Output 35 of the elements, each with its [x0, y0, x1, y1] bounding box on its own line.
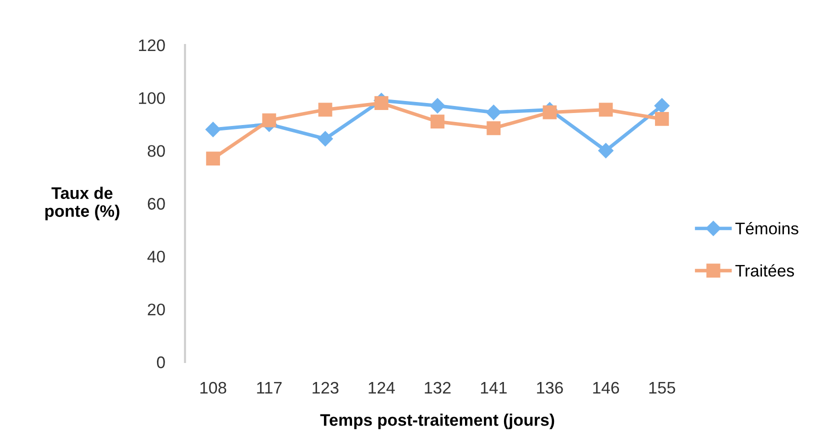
- point: [486, 104, 502, 120]
- point: [374, 96, 388, 110]
- x-tick-label: 132: [424, 382, 451, 394]
- point: [206, 152, 220, 166]
- point: [598, 143, 614, 158]
- point: [430, 114, 444, 129]
- y-tick-label: 0: [156, 356, 165, 368]
- x-tick-label: 123: [312, 382, 338, 394]
- x-tick-label: 146: [593, 382, 620, 394]
- point: [262, 113, 276, 128]
- point: [486, 121, 501, 136]
- point: [205, 122, 221, 138]
- y-tick-label: 100: [139, 92, 165, 104]
- point: [542, 105, 557, 120]
- legend-label: Traitées: [735, 264, 794, 277]
- legend-label: Témoins: [735, 222, 798, 234]
- x-tick-label: 124: [368, 382, 395, 394]
- point: [598, 102, 613, 117]
- y-tick-label: 60: [148, 198, 165, 210]
- y-tick-label: 40: [147, 250, 165, 263]
- x-tick-label: 117: [257, 382, 282, 394]
- y-tick-label: 80: [148, 145, 165, 157]
- y-tick-label: 120: [139, 39, 165, 52]
- point: [318, 102, 332, 117]
- x-tick-label: 108: [200, 382, 226, 394]
- y-axis-title: Taux de ponte (%): [45, 186, 120, 220]
- point: [654, 98, 670, 114]
- x-tick-label: 136: [537, 382, 563, 394]
- point: [655, 112, 669, 126]
- x-axis-title: Temps post-traitement (jours): [320, 414, 554, 430]
- point: [430, 98, 446, 114]
- x-tick-label: 141: [480, 382, 507, 394]
- x-tick-label: 155: [649, 382, 676, 394]
- y-tick-label: 20: [148, 304, 165, 316]
- point: [318, 131, 333, 146]
